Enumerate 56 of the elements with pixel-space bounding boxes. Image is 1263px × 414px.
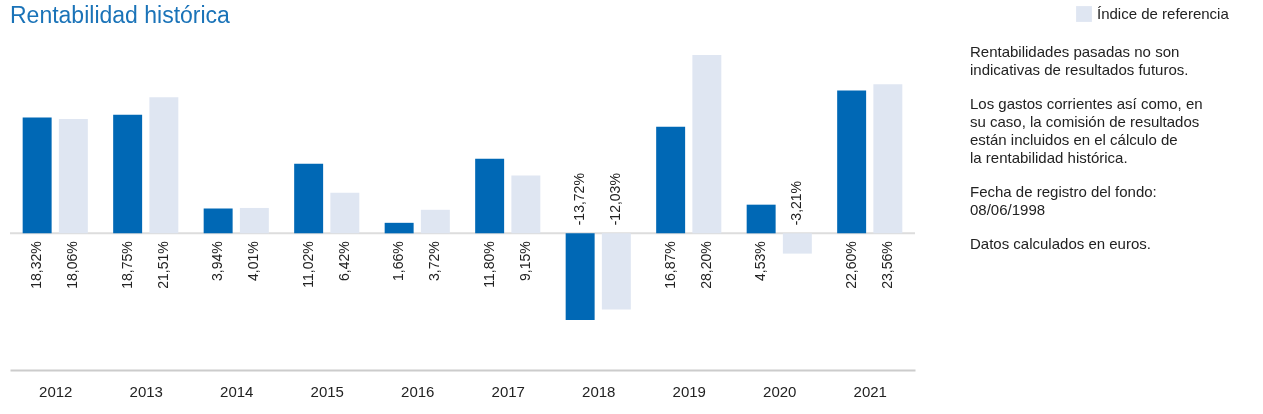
data-label: 11,80% xyxy=(480,241,497,288)
data-label: 4,01% xyxy=(245,241,262,282)
data-label: 11,02% xyxy=(299,241,316,288)
bar xyxy=(149,97,179,234)
data-label: 4,53% xyxy=(752,241,769,282)
x-tick-label: 2021 xyxy=(853,382,887,400)
x-tick-label: 2019 xyxy=(672,382,706,400)
bar xyxy=(203,208,233,234)
bar xyxy=(511,175,541,234)
x-tick-label: 2013 xyxy=(129,382,163,400)
x-tick-label: 2018 xyxy=(582,382,616,400)
bar xyxy=(746,204,776,234)
x-tick-label: 2016 xyxy=(401,382,435,400)
data-label: 22,60% xyxy=(842,241,859,289)
bar xyxy=(113,114,143,234)
data-label: 3,94% xyxy=(209,241,226,282)
x-tick-label: 2015 xyxy=(310,382,344,400)
data-label: 23,56% xyxy=(878,241,895,289)
text: Los gastos corrientes así como, en su caso, la comisión de resultados están incluidos en el cálculo de la rentabilidad histórica. xyxy=(970,95,1203,166)
data-label: 18,32% xyxy=(28,241,45,289)
bar xyxy=(873,84,903,234)
bar xyxy=(692,55,722,234)
bar xyxy=(239,207,269,234)
data-label: 16,87% xyxy=(661,241,678,289)
legend-label: Índice de referencia xyxy=(1097,5,1230,22)
bar xyxy=(565,233,595,321)
data-label: 28,20% xyxy=(697,241,714,289)
bar xyxy=(475,158,505,234)
data-label: 6,42% xyxy=(335,241,352,282)
data-label: 3,72% xyxy=(426,241,443,282)
bar xyxy=(58,119,88,234)
bar xyxy=(384,222,414,234)
x-tick-label: 2014 xyxy=(220,382,254,400)
data-label: -3,21% xyxy=(788,180,805,226)
data-label: -12,03% xyxy=(607,173,624,226)
text: Fecha de registro del fondo: 08/06/1998 xyxy=(970,183,1157,218)
data-label: 9,15% xyxy=(516,241,533,282)
data-label: 18,75% xyxy=(118,241,135,289)
bar xyxy=(330,192,360,234)
data-label: 18,06% xyxy=(64,241,81,289)
bar xyxy=(837,90,867,234)
chart-title: Rentabilidad histórica xyxy=(10,2,231,28)
bar xyxy=(294,163,324,234)
data-label: -13,72% xyxy=(571,173,588,226)
x-tick-label: 2020 xyxy=(763,382,797,400)
data-label: 1,66% xyxy=(390,241,407,282)
x-tick-label: 2017 xyxy=(491,382,525,400)
text: Datos calculados en euros. xyxy=(970,235,1151,252)
text: Rentabilidades pasadas no son indicativas de resultados futuros. xyxy=(970,43,1189,78)
bar xyxy=(656,126,686,234)
data-label: 21,51% xyxy=(154,241,171,289)
bar xyxy=(22,117,52,234)
bar xyxy=(601,233,631,310)
bar xyxy=(420,209,450,234)
bar xyxy=(782,233,812,254)
x-tick-label: 2012 xyxy=(39,382,73,400)
